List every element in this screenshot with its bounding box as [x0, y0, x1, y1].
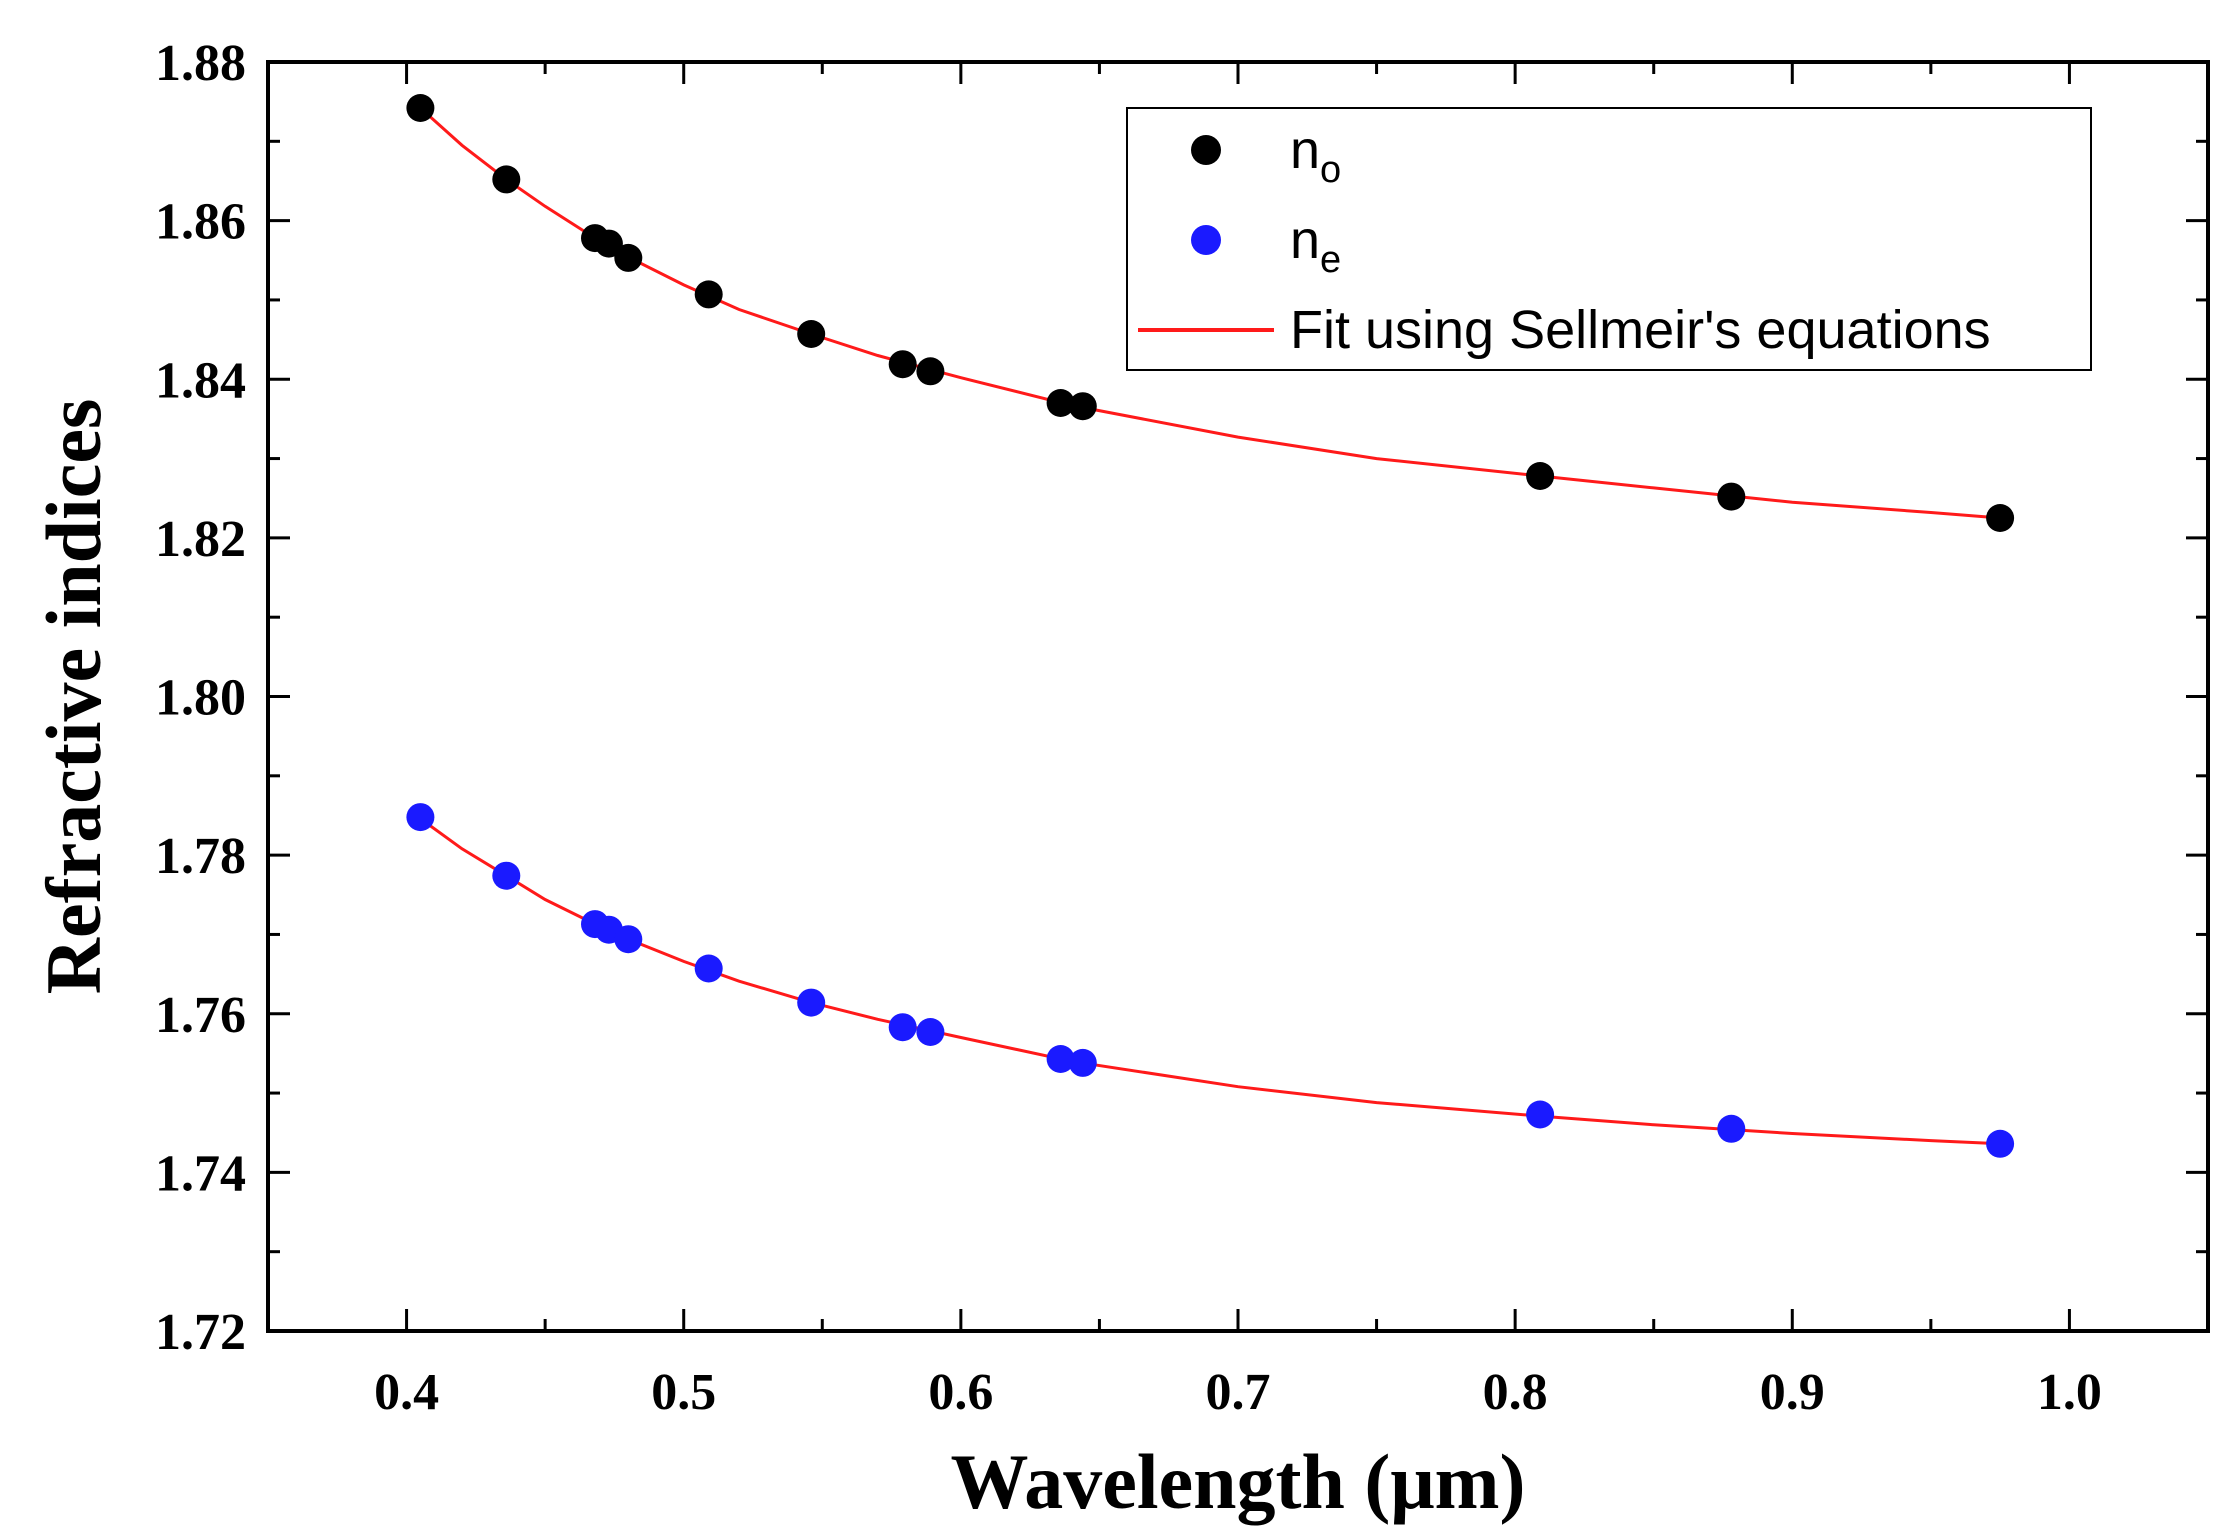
point-ne — [916, 1018, 945, 1046]
point-ne — [694, 954, 723, 983]
legend-label-no: no — [1290, 120, 1341, 191]
point-ne — [797, 988, 826, 1017]
legend: no ne Fit using Sellmeir's equations — [1126, 107, 2092, 371]
fit-curves — [419, 106, 2001, 1146]
point-no — [492, 165, 521, 194]
point-no — [1046, 389, 1075, 417]
x-axis-title: Wavelength (μm) — [951, 1438, 1526, 1525]
y-tick-label: 1.76 — [155, 987, 246, 1044]
legend-marker-no — [1191, 135, 1221, 165]
point-no — [614, 243, 643, 272]
point-ne — [1986, 1129, 2015, 1158]
point-no — [1717, 482, 1746, 511]
point-ne — [406, 803, 435, 832]
point-no — [888, 350, 917, 379]
y-tick-label: 1.86 — [155, 194, 246, 251]
x-tick-label: 0.4 — [374, 1364, 439, 1421]
legend-marker-ne — [1191, 225, 1221, 255]
y-tick-label: 1.72 — [155, 1304, 246, 1361]
point-ne — [492, 861, 521, 890]
y-tick-label: 1.88 — [155, 35, 246, 92]
legend-box — [1126, 107, 2092, 371]
point-ne — [1046, 1045, 1075, 1073]
x-tick-label: 0.6 — [928, 1364, 993, 1421]
point-no — [797, 320, 826, 348]
point-no — [406, 94, 435, 122]
legend-label-fit: Fit using Sellmeir's equations — [1290, 300, 1991, 360]
point-ne — [888, 1013, 917, 1042]
y-axis-title: Refractive indices — [30, 399, 117, 995]
point-ne — [1526, 1100, 1555, 1129]
y-tick-label: 1.82 — [155, 511, 246, 568]
point-no — [1986, 504, 2015, 532]
x-tick-label: 0.9 — [1760, 1364, 1825, 1421]
y-tick-label: 1.74 — [155, 1145, 246, 1202]
point-no — [694, 280, 723, 309]
fit-curve — [419, 106, 2001, 520]
x-tick-label: 0.5 — [651, 1364, 716, 1421]
point-no — [594, 229, 623, 258]
point-no — [1068, 392, 1097, 421]
x-tick-label: 0.7 — [1206, 1364, 1271, 1421]
point-no — [916, 357, 945, 386]
tick-labels: 0.4 0.5 0.6 0.7 0.8 0.9 1.0 1.72 1.74 1.76 1.78 1.8… — [155, 35, 2102, 1421]
x-tick-label: 1.0 — [2037, 1364, 2102, 1421]
point-ne — [614, 925, 643, 954]
x-tick-label: 0.8 — [1483, 1364, 1548, 1421]
point-no — [1526, 462, 1555, 490]
y-tick-label: 1.78 — [155, 828, 246, 885]
point-ne — [1068, 1048, 1097, 1077]
plot-frame — [266, 60, 2210, 1333]
fit-curve — [419, 817, 2001, 1146]
y-tick-label: 1.80 — [155, 670, 246, 727]
data-points — [406, 94, 2015, 1158]
point-ne — [1717, 1114, 1746, 1143]
legend-label-ne: ne — [1290, 210, 1341, 281]
y-tick-label: 1.84 — [155, 352, 246, 409]
